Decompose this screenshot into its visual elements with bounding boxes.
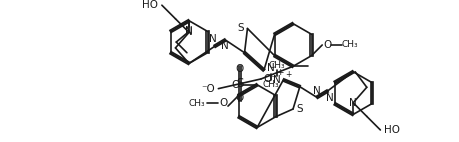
Text: O: O: [323, 40, 331, 50]
Text: CH₃: CH₃: [268, 61, 285, 70]
Text: N: N: [273, 75, 280, 85]
Text: N: N: [313, 86, 321, 96]
Text: N: N: [267, 63, 274, 73]
Text: +: +: [285, 70, 291, 79]
Text: N: N: [221, 41, 229, 51]
Text: N: N: [185, 27, 193, 37]
Text: N: N: [185, 26, 193, 36]
Text: CH₃: CH₃: [341, 40, 358, 49]
Text: HO: HO: [142, 0, 158, 10]
Text: N: N: [209, 34, 217, 44]
Text: S: S: [297, 104, 303, 114]
Text: O⁻: O⁻: [264, 74, 278, 84]
Text: N: N: [325, 93, 333, 103]
Text: CH₃: CH₃: [189, 99, 205, 108]
Text: O: O: [235, 64, 244, 74]
Text: S: S: [236, 77, 243, 90]
Text: CH₃: CH₃: [263, 80, 279, 89]
Text: ⁻O: ⁻O: [202, 84, 216, 94]
Text: S: S: [237, 23, 244, 34]
Text: O: O: [231, 80, 240, 90]
Text: O: O: [219, 98, 227, 108]
Text: O: O: [235, 93, 244, 103]
Text: HO: HO: [384, 125, 400, 135]
Text: +: +: [276, 68, 283, 77]
Text: N: N: [349, 98, 357, 108]
